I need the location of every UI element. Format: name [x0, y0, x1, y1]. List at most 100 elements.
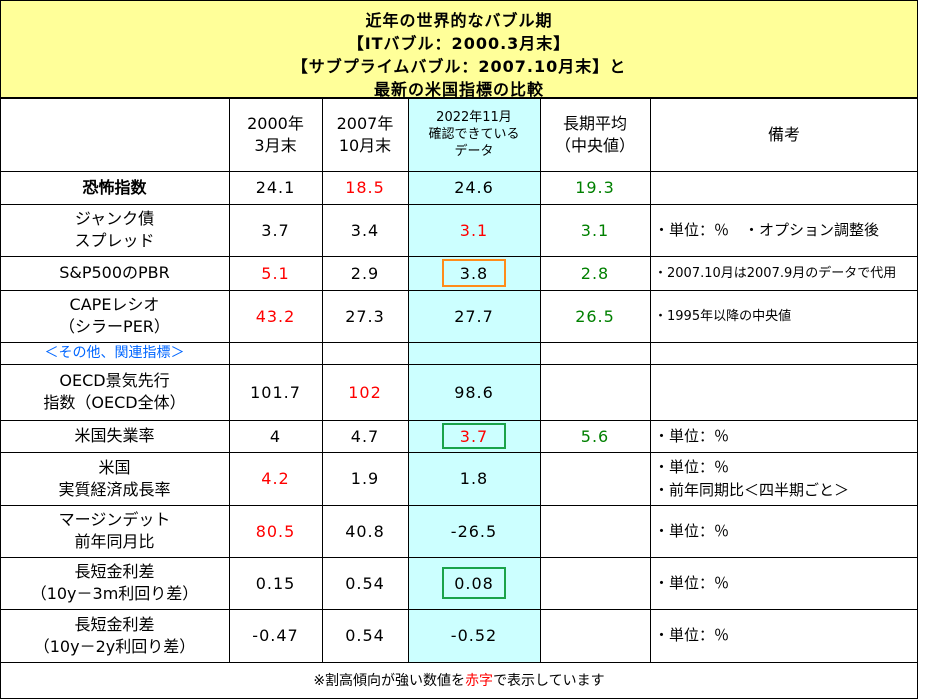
value-cell-v2000: 24.1 — [255, 178, 296, 197]
grid-row-line — [0, 98, 918, 99]
row-label-line: S&P500のPBR — [59, 263, 170, 282]
grid-col-line — [322, 98, 323, 662]
note-cell: ・単位：％ — [654, 505, 916, 557]
grid-col-line — [0, 98, 1, 662]
value-cell-v2022: -0.52 — [450, 626, 498, 645]
note-line: ・前年同期比＜四半期ごと＞ — [654, 480, 850, 499]
value-cell-v2022 — [408, 342, 540, 364]
header-col3-line: データ — [454, 144, 494, 159]
value-cell-avg: 3.1 — [580, 220, 610, 240]
row-label-line: （10y－3m利回り差） — [30, 584, 199, 603]
header-col1: 2000年 3月末 — [229, 98, 322, 171]
header-col4: 長期平均 （中央値） — [540, 98, 650, 171]
row-label-line: スプレッド — [74, 231, 155, 250]
row-label-line: （10y－2y利回り差） — [33, 636, 196, 656]
row-label: 恐怖指数 — [0, 171, 229, 204]
grid-row-line — [0, 609, 918, 610]
row-label-line: 米国失業率 — [74, 426, 155, 445]
row-label-line: 長短金利差 — [74, 614, 155, 634]
note-cell: ・単位：％ — [654, 557, 916, 609]
value-cell-v2007: 18.5 — [345, 178, 385, 197]
note-cell: ・単位：％ — [654, 609, 916, 662]
value-cell-avg: 2.8 — [580, 263, 610, 283]
grid-row-line — [0, 505, 918, 506]
note-line: ・単位：％ — [654, 521, 730, 540]
grid-col-line — [229, 98, 230, 662]
row-label: 米国失業率 — [0, 420, 229, 452]
title-line-4: 最新の米国指標の比較 — [373, 80, 544, 99]
note-cell: ・単位：％ ・前年同期比＜四半期ごと＞ — [654, 452, 916, 505]
header-col2: 2007年 10月末 — [322, 98, 408, 171]
value-cell-v2007: 27.3 — [345, 306, 385, 326]
value-cell-avg — [540, 452, 650, 505]
note-line: ・単位：％ ・オプション調整後 — [654, 220, 880, 239]
value-cell-v2007: 0.54 — [345, 626, 385, 645]
footnote-prefix: ※割高傾向が強い数値を — [313, 673, 466, 689]
header-col2-line: 10月末 — [338, 135, 392, 155]
grid-col-line — [540, 98, 541, 662]
row-label-line: CAPEレシオ — [69, 295, 160, 314]
grid-row-line — [0, 342, 918, 343]
header-col5: 備考 — [650, 98, 918, 171]
note-line: ・単位：％ — [654, 573, 730, 592]
row-label: 米国 実質経済成長率 — [0, 452, 229, 505]
row-label: OECD景気先行 指数（OECD全体） — [0, 364, 229, 420]
row-label: S&P500のPBR — [0, 256, 229, 290]
header-col5-line: 備考 — [767, 124, 800, 144]
value-cell-v2022: 3.7 — [459, 426, 489, 446]
value-cell-v2007: 0.54 — [345, 573, 385, 593]
note-cell: ・2007.10月は2007.9月のデータで代用 — [654, 256, 916, 290]
row-label-line: ＜その他、関連指標＞ — [44, 345, 185, 361]
highlight-box — [442, 259, 506, 287]
value-cell-v2007: 40.8 — [345, 521, 385, 541]
value-cell-v2007: 3.4 — [350, 220, 380, 240]
value-cell-avg — [540, 342, 650, 364]
value-cell-v2000: 5.1 — [261, 263, 290, 283]
title-banner: 近年の世界的なバブル期 【ITバブル：2000.3月末】 【サブプライムバブル：… — [0, 0, 918, 99]
value-cell-v2000: 3.7 — [261, 220, 290, 240]
value-cell-v2007: 4.7 — [350, 426, 380, 446]
value-cell-v2000: 0.15 — [255, 573, 296, 593]
value-cell-avg — [540, 557, 650, 609]
grid-row-line — [0, 364, 918, 365]
row-label-line: ジャンク債 — [74, 209, 155, 228]
title-line-3: 【サブプライムバブル：2007.10月末】と — [291, 57, 627, 76]
value-cell-v2022: 0.08 — [454, 573, 494, 593]
value-cell-v2000: 101.7 — [250, 382, 301, 402]
value-cell-v2022: -26.5 — [450, 521, 498, 541]
highlight-box — [442, 567, 506, 599]
grid-col-line — [408, 98, 409, 662]
value-cell-v2022: 3.1 — [459, 220, 489, 240]
grid-row-line — [0, 290, 918, 291]
row-label-line: 前年同月比 — [74, 532, 155, 551]
header-col3: 2022年11月 確認できている データ — [408, 98, 540, 171]
footnote: ※割高傾向が強い数値を 赤字 で表示しています — [0, 662, 918, 699]
grid-row-line — [0, 420, 918, 421]
value-cell-avg — [540, 609, 650, 662]
grid-row-line — [0, 452, 918, 453]
value-cell-v2022: 3.8 — [459, 263, 489, 283]
value-cell-v2022: 98.6 — [454, 382, 494, 402]
header-col4-line: （中央値） — [554, 135, 635, 155]
note-line: ・単位：％ — [654, 426, 730, 445]
grid-row-line — [0, 204, 918, 205]
row-label-line: 実質経済成長率 — [58, 479, 171, 499]
header-col1-line: 2000年 — [247, 113, 304, 133]
highlight-box — [442, 423, 506, 449]
row-label-line: （シラーPER） — [59, 317, 170, 336]
note-line: ・2007.10月は2007.9月のデータで代用 — [654, 265, 897, 281]
row-label: 長短金利差 （10y－3m利回り差） — [0, 557, 229, 609]
note-cell: ・1995年以降の中央値 — [654, 290, 916, 342]
header-col3-line: 確認できている — [428, 127, 520, 142]
row-label: CAPEレシオ （シラーPER） — [0, 290, 229, 342]
grid-row-line — [0, 557, 918, 558]
value-cell-avg: 5.6 — [580, 426, 610, 446]
row-label-line: 米国 — [98, 457, 131, 477]
title-line-2: 【ITバブル：2000.3月末】 — [347, 34, 571, 53]
grid-row-line — [0, 171, 918, 172]
value-cell-v2022: 24.6 — [454, 178, 494, 197]
grid-col-line — [650, 98, 651, 662]
value-cell-v2000 — [229, 342, 322, 364]
note-line: ・単位：％ — [654, 457, 730, 476]
